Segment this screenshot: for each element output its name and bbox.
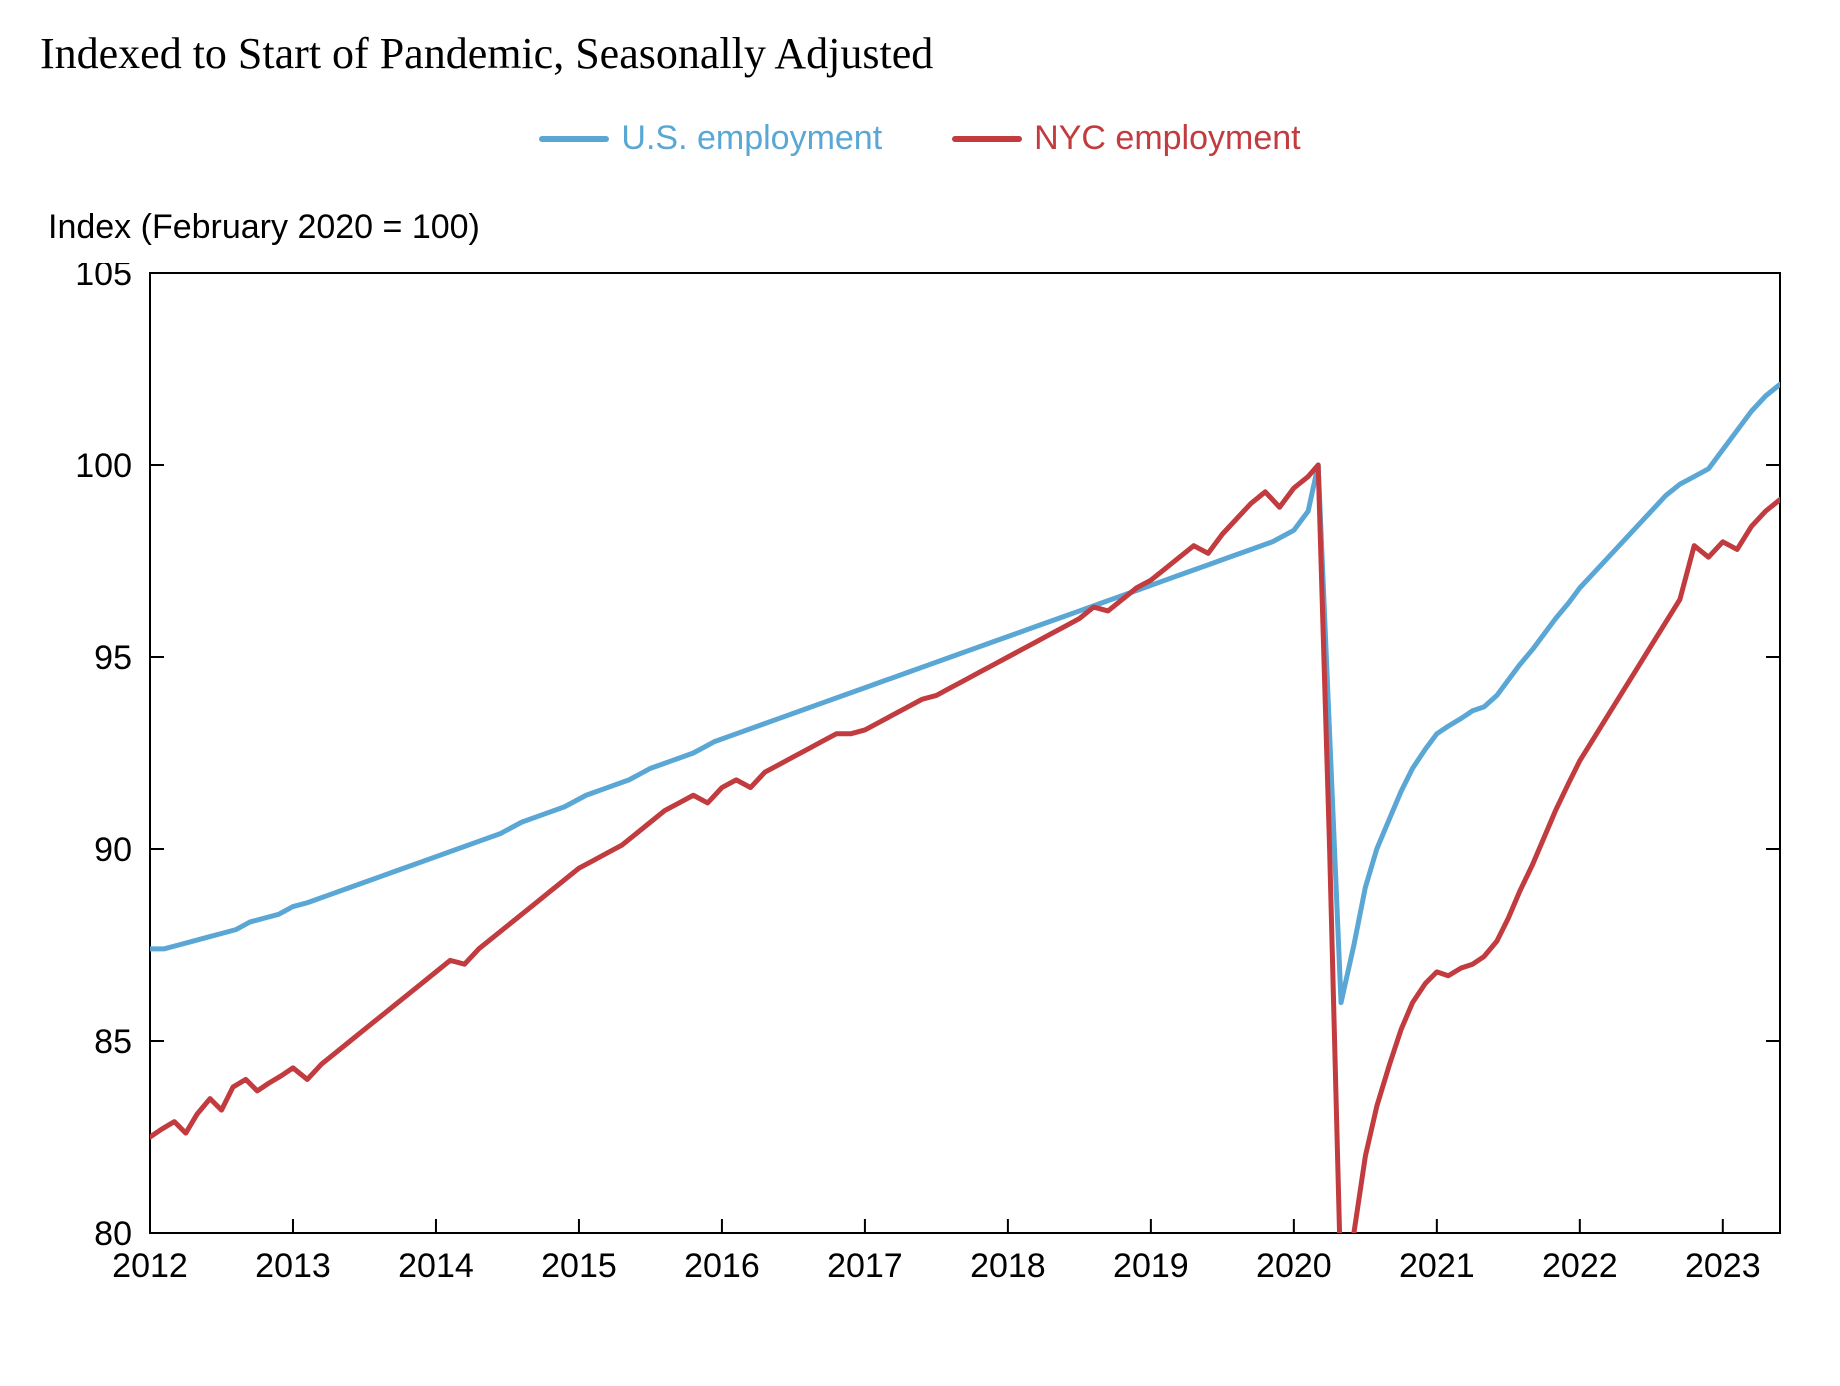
- svg-text:2017: 2017: [827, 1247, 903, 1285]
- legend-swatch-us: [539, 136, 609, 142]
- svg-text:95: 95: [94, 639, 132, 677]
- svg-text:2022: 2022: [1542, 1247, 1618, 1285]
- legend-item-nyc: NYC employment: [952, 119, 1300, 158]
- legend-item-us: U.S. employment: [539, 119, 882, 158]
- svg-text:100: 100: [75, 447, 132, 485]
- svg-text:2013: 2013: [255, 1247, 331, 1285]
- svg-text:2021: 2021: [1399, 1247, 1475, 1285]
- svg-text:2014: 2014: [398, 1247, 474, 1285]
- svg-text:105: 105: [75, 263, 132, 293]
- chart-title: Indexed to Start of Pandemic, Seasonally…: [40, 28, 1800, 79]
- line-chart-svg: 8085909510010520122013201420152016201720…: [40, 263, 1800, 1303]
- svg-text:2015: 2015: [541, 1247, 617, 1285]
- legend-label-nyc: NYC employment: [1034, 119, 1300, 158]
- svg-text:2020: 2020: [1256, 1247, 1332, 1285]
- svg-text:2012: 2012: [112, 1247, 188, 1285]
- chart-area: 8085909510010520122013201420152016201720…: [40, 263, 1800, 1303]
- legend-swatch-nyc: [952, 136, 1022, 142]
- svg-text:2018: 2018: [970, 1247, 1046, 1285]
- svg-text:2016: 2016: [684, 1247, 760, 1285]
- svg-text:2019: 2019: [1113, 1247, 1189, 1285]
- legend-label-us: U.S. employment: [621, 119, 882, 158]
- y-axis-label: Index (February 2020 = 100): [48, 208, 1800, 247]
- chart-legend: U.S. employment NYC employment: [40, 119, 1800, 158]
- svg-text:2023: 2023: [1685, 1247, 1761, 1285]
- chart-page: Indexed to Start of Pandemic, Seasonally…: [0, 0, 1840, 1386]
- svg-text:85: 85: [94, 1023, 132, 1061]
- svg-text:90: 90: [94, 831, 132, 869]
